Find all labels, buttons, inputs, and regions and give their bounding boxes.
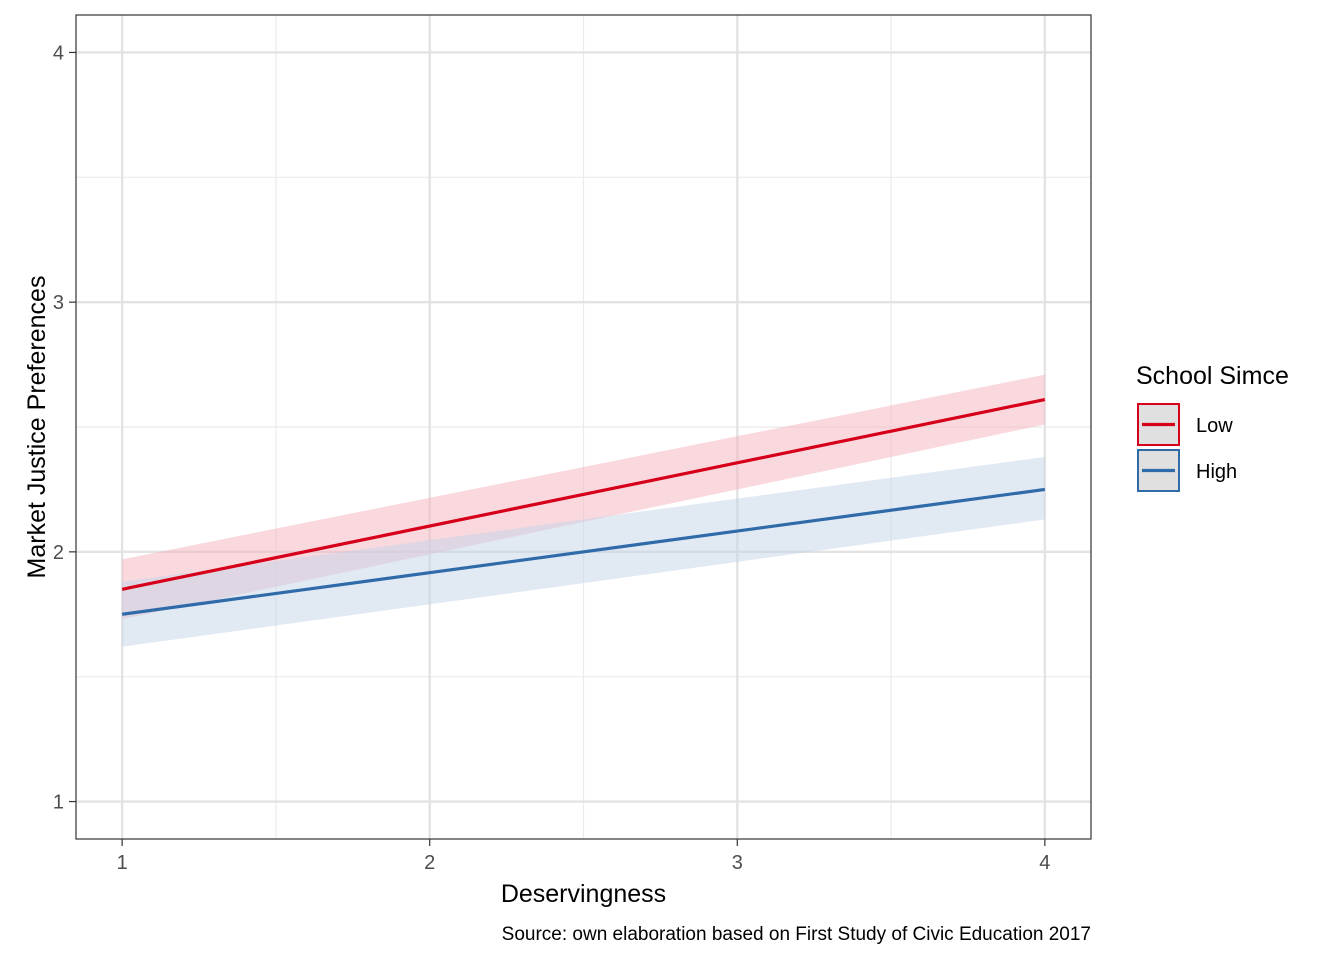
x-tick-label: 4 — [1039, 852, 1050, 874]
series-line-low — [121, 397, 1046, 591]
legend-label-low: Low — [1196, 415, 1233, 437]
legend-title: School Simce — [1136, 362, 1289, 390]
series-line-high — [121, 487, 1046, 616]
y-axis-title: Market Justice Preferences — [23, 276, 51, 579]
legend-entries: Low High — [1137, 403, 1237, 492]
x-tick-label: 3 — [732, 852, 743, 874]
y-tick-label: 4 — [53, 42, 64, 64]
x-tick-label: 1 — [117, 852, 128, 874]
major-grid — [76, 15, 1091, 839]
y-axis: 1 2 3 4 — [53, 42, 76, 814]
legend-label-high: High — [1196, 461, 1237, 483]
panel-border — [75, 14, 1092, 840]
legend: School Simce Low High — [1136, 362, 1289, 492]
x-axis: 1 2 3 4 — [117, 839, 1050, 874]
source-caption: Source: own elaboration based on First S… — [502, 924, 1091, 945]
series-lines — [121, 397, 1046, 616]
x-axis-title: Deservingness — [501, 880, 666, 908]
y-tick-label: 1 — [53, 792, 64, 814]
x-tick-label: 2 — [424, 852, 435, 874]
y-tick-label: 3 — [53, 292, 64, 314]
y-tick-label: 2 — [53, 542, 64, 564]
